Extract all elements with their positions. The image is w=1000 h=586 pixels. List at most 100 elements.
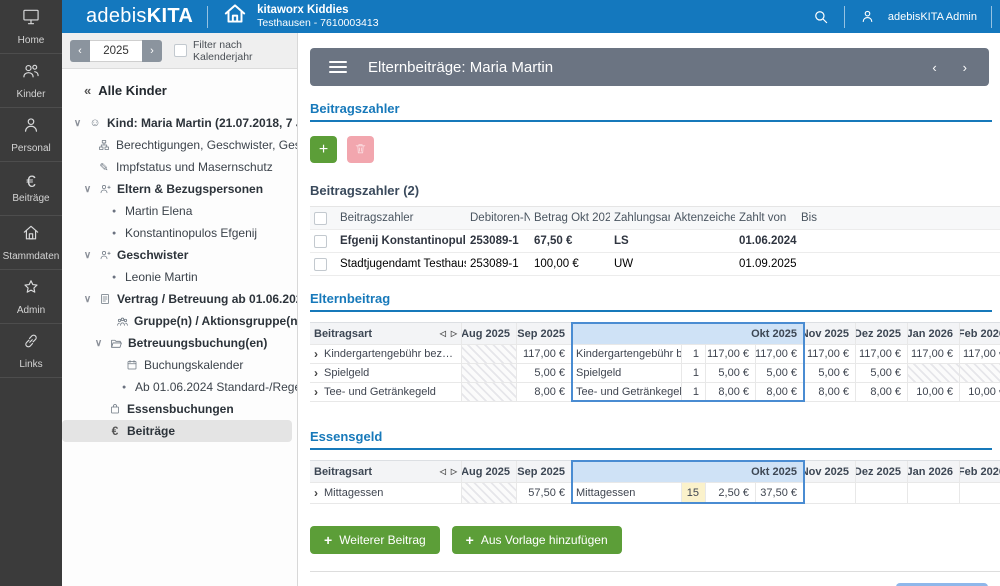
unit-price-cell[interactable]: 5,00 €: [706, 364, 756, 382]
payer-toolbar: +: [310, 136, 1000, 163]
chevron-down-icon[interactable]: ∨: [93, 338, 104, 349]
user-menu[interactable]: adebisKITA Admin: [888, 11, 977, 23]
expand-row-icon[interactable]: ›: [314, 385, 318, 399]
fee-row[interactable]: ›Tee- und Getränkegeld 8,00 € Tee- und G…: [310, 383, 1000, 402]
unit-price-cell[interactable]: 8,00 €: [706, 383, 756, 401]
group-icon: [115, 315, 129, 328]
month-header-selected: Okt 2025: [572, 323, 804, 344]
month-header: Jan 2026: [908, 323, 960, 344]
quantity-cell[interactable]: 1: [682, 383, 706, 401]
inactive-month-cell: [908, 364, 960, 382]
table-row[interactable]: Efgenij Konstantinopulos 253089-1 67,50 …: [310, 230, 1000, 253]
quantity-cell[interactable]: 1: [682, 345, 706, 363]
column-header: Zahlungsart: [610, 212, 670, 224]
prev-child-button[interactable]: ‹: [932, 60, 936, 75]
month-header: Nov 2025: [804, 461, 856, 482]
save-button[interactable]: Speichern: [896, 583, 988, 586]
month-header: Nov 2025: [804, 323, 856, 344]
next-child-button[interactable]: ›: [963, 60, 967, 75]
back-to-all-children[interactable]: « Alle Kinder: [62, 83, 297, 98]
column-header: Aktenzeichen: [670, 212, 735, 224]
bullet-icon: ●: [112, 230, 120, 237]
tree-item-child[interactable]: ∨ ☺ Kind: Maria Martin (21.07.2018, 7 Ja…: [62, 112, 297, 134]
divider: [844, 6, 845, 28]
sidebar-item-admin[interactable]: Admin: [0, 270, 62, 324]
quantity-cell[interactable]: 1: [682, 364, 706, 382]
table-row[interactable]: Stadtjugendamt Testhausen 253089-1 100,0…: [310, 253, 1000, 276]
sidebar-item-label: Stammdaten: [3, 251, 60, 262]
organization-button[interactable]: kitaworx Kiddies Testhausen - 7610003413: [222, 1, 378, 32]
sidebar-item-home[interactable]: Home: [0, 0, 62, 54]
scroll-months-left-icon[interactable]: ◁: [440, 467, 446, 476]
divider: [207, 6, 208, 28]
form-footer: Abbrechen Speichern: [310, 571, 1000, 586]
smiley-icon: ☺: [88, 117, 102, 129]
filter-calendar-year-checkbox[interactable]: [174, 44, 187, 57]
expand-row-icon[interactable]: ›: [314, 347, 318, 361]
tree-item-person[interactable]: ● Konstantinopulos Efgenij: [62, 222, 297, 244]
scroll-months-left-icon[interactable]: ◁: [440, 329, 446, 338]
add-payer-button[interactable]: +: [310, 136, 337, 163]
column-header: Bis: [797, 212, 1000, 224]
year-stepper: ‹ 2025 ›: [70, 40, 162, 62]
pen-icon: ✎: [97, 161, 111, 174]
tree-item-buchung[interactable]: ● Ab 01.06.2024 Standard-/Regelbuch...: [62, 376, 297, 398]
menu-icon[interactable]: [329, 60, 347, 74]
row-checkbox[interactable]: [314, 258, 327, 271]
tree-item-eltern[interactable]: ∨ Eltern & Bezugspersonen: [62, 178, 297, 200]
column-header: Zahlt von: [735, 212, 797, 224]
search-icon[interactable]: [812, 8, 830, 26]
sidebar-item-beitraege[interactable]: € Beiträge: [0, 162, 62, 216]
tree-item-impfstatus[interactable]: ✎ Impfstatus und Masernschutz: [62, 156, 297, 178]
user-icon[interactable]: [859, 8, 876, 25]
expand-row-icon[interactable]: ›: [314, 486, 318, 500]
fee-row[interactable]: ›Spielgeld 5,00 € Spielgeld 1 5,00 € 5,0…: [310, 364, 1000, 383]
fee-actions: +Weiterer Beitrag +Aus Vorlage hinzufüge…: [310, 526, 1000, 554]
sidebar-item-stammdaten[interactable]: Stammdaten: [0, 216, 62, 270]
chevron-down-icon[interactable]: ∨: [82, 294, 93, 305]
page-title: Elternbeiträge: Maria Martin: [368, 59, 553, 76]
tree-item-essensbuchungen[interactable]: Essensbuchungen: [62, 398, 297, 420]
year-next-button[interactable]: ›: [142, 40, 162, 62]
scroll-months-right-icon[interactable]: ▷: [451, 329, 457, 338]
fee-row[interactable]: ›Kindergartengebühr bezuschusst 117,00 €…: [310, 345, 1000, 364]
add-from-template-button[interactable]: +Aus Vorlage hinzufügen: [452, 526, 622, 554]
tree-item-geschwister[interactable]: ∨ Geschwister: [62, 244, 297, 266]
month-header: Jan 2026: [908, 461, 960, 482]
elternbeitrag-table: Beitragsart◁▷ Aug 2025 Sep 2025 Okt 2025…: [310, 322, 1000, 402]
tree-item-gruppen[interactable]: Gruppe(n) / Aktionsgruppe(n): [62, 310, 297, 332]
row-checkbox[interactable]: [314, 235, 327, 248]
meal-row[interactable]: ›Mittagessen 57,50 € Mittagessen 15 2,50…: [310, 483, 1000, 504]
scroll-months-right-icon[interactable]: ▷: [451, 467, 457, 476]
tree-item-berechtigungen[interactable]: Berechtigungen, Geschwister, Gesundheit: [62, 134, 297, 156]
bullet-icon: ●: [122, 384, 130, 391]
chevron-down-icon[interactable]: ∨: [72, 118, 83, 129]
tree-item-betreuungsbuchung[interactable]: ∨ Betreuungsbuchung(en): [62, 332, 297, 354]
unit-price-cell[interactable]: 117,00 €: [706, 345, 756, 363]
person-plus-icon: [98, 249, 112, 261]
chevron-down-icon[interactable]: ∨: [82, 250, 93, 261]
tree-item-person[interactable]: ● Leonie Martin: [62, 266, 297, 288]
quantity-cell[interactable]: 15: [682, 483, 706, 503]
expand-row-icon[interactable]: ›: [314, 366, 318, 380]
add-fee-button[interactable]: +Weiterer Beitrag: [310, 526, 440, 554]
unit-price-cell[interactable]: 2,50 €: [706, 483, 756, 503]
calendar-icon: [125, 359, 139, 371]
sidebar-item-personal[interactable]: Personal: [0, 108, 62, 162]
inactive-month-cell: [960, 364, 1000, 382]
tree-item-beitraege-selected[interactable]: € Beiträge: [62, 420, 292, 442]
delete-payer-button[interactable]: [347, 136, 374, 163]
sidebar-item-links[interactable]: Links: [0, 324, 62, 378]
bullet-icon: ●: [112, 274, 120, 281]
app-logo[interactable]: adebisKITA: [86, 5, 193, 28]
tree-item-person[interactable]: ● Martin Elena: [62, 200, 297, 222]
child-tree: « Alle Kinder ∨ ☺ Kind: Maria Martin (21…: [62, 69, 297, 442]
select-all-checkbox[interactable]: [314, 212, 327, 225]
chevron-down-icon[interactable]: ∨: [82, 184, 93, 195]
tree-item-buchungskalender[interactable]: Buchungskalender: [62, 354, 297, 376]
sidebar-item-kinder[interactable]: Kinder: [0, 54, 62, 108]
month-header: Aug 2025: [462, 461, 517, 482]
year-value[interactable]: 2025: [90, 40, 142, 62]
year-prev-button[interactable]: ‹: [70, 40, 90, 62]
tree-item-vertrag[interactable]: ∨ Vertrag / Betreuung ab 01.06.2024: [62, 288, 297, 310]
